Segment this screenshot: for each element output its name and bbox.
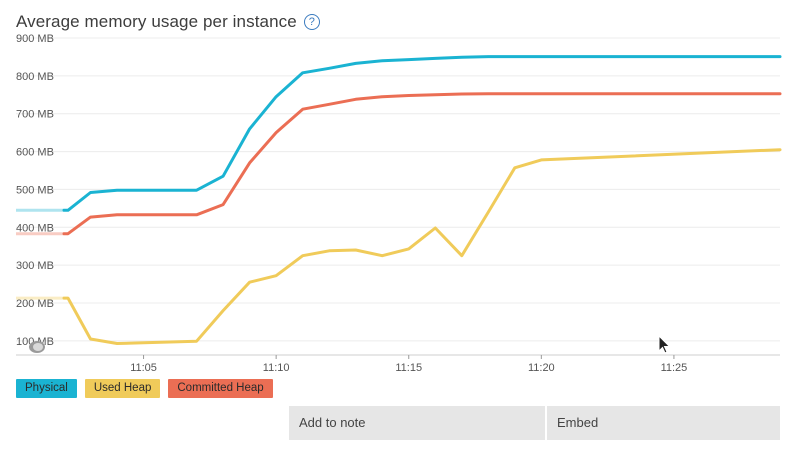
y-tick-label: 900 MB [16, 33, 54, 45]
y-tick-label: 500 MB [16, 184, 54, 196]
series-line-committed-heap[interactable] [62, 92, 782, 236]
y-tick-label: 700 MB [16, 109, 54, 121]
y-tick-label: 200 MB [16, 298, 54, 310]
series-line-used-heap[interactable] [62, 148, 782, 345]
x-tick-label: 11:15 [395, 362, 422, 374]
y-tick-label: 400 MB [16, 222, 54, 234]
x-tick-label: 11:20 [528, 362, 555, 374]
chart-header: Average memory usage per instance ? [16, 10, 320, 34]
series-lines [16, 55, 782, 345]
timeline-start-marker[interactable] [29, 341, 45, 353]
legend-item-physical[interactable]: Physical [16, 379, 77, 398]
chart-legend: Physical Used Heap Committed Heap [16, 379, 273, 398]
x-tick-label: 11:25 [661, 362, 688, 374]
x-tick-label: 11:10 [263, 362, 290, 374]
mouse-pointer-icon [658, 335, 671, 354]
y-tick-label: 300 MB [16, 260, 54, 272]
grid-lines [16, 37, 780, 359]
chart-actions: Add to note Embed [289, 406, 780, 440]
y-tick-label: 600 MB [16, 147, 54, 159]
x-axis-tick-labels: 11:05 11:10 11:15 11:20 11:25 [130, 362, 687, 374]
legend-item-used-heap[interactable]: Used Heap [84, 379, 161, 398]
legend-item-committed-heap[interactable]: Committed Heap [168, 379, 273, 398]
series-line-physical[interactable] [62, 55, 782, 212]
embed-button[interactable]: Embed [547, 406, 780, 440]
x-tick-label: 11:05 [130, 362, 157, 374]
y-tick-label: 800 MB [16, 71, 54, 83]
question-mark-icon[interactable]: ? [303, 14, 320, 30]
add-to-note-button[interactable]: Add to note [289, 406, 547, 440]
chart-title: Average memory usage per instance [16, 12, 297, 31]
